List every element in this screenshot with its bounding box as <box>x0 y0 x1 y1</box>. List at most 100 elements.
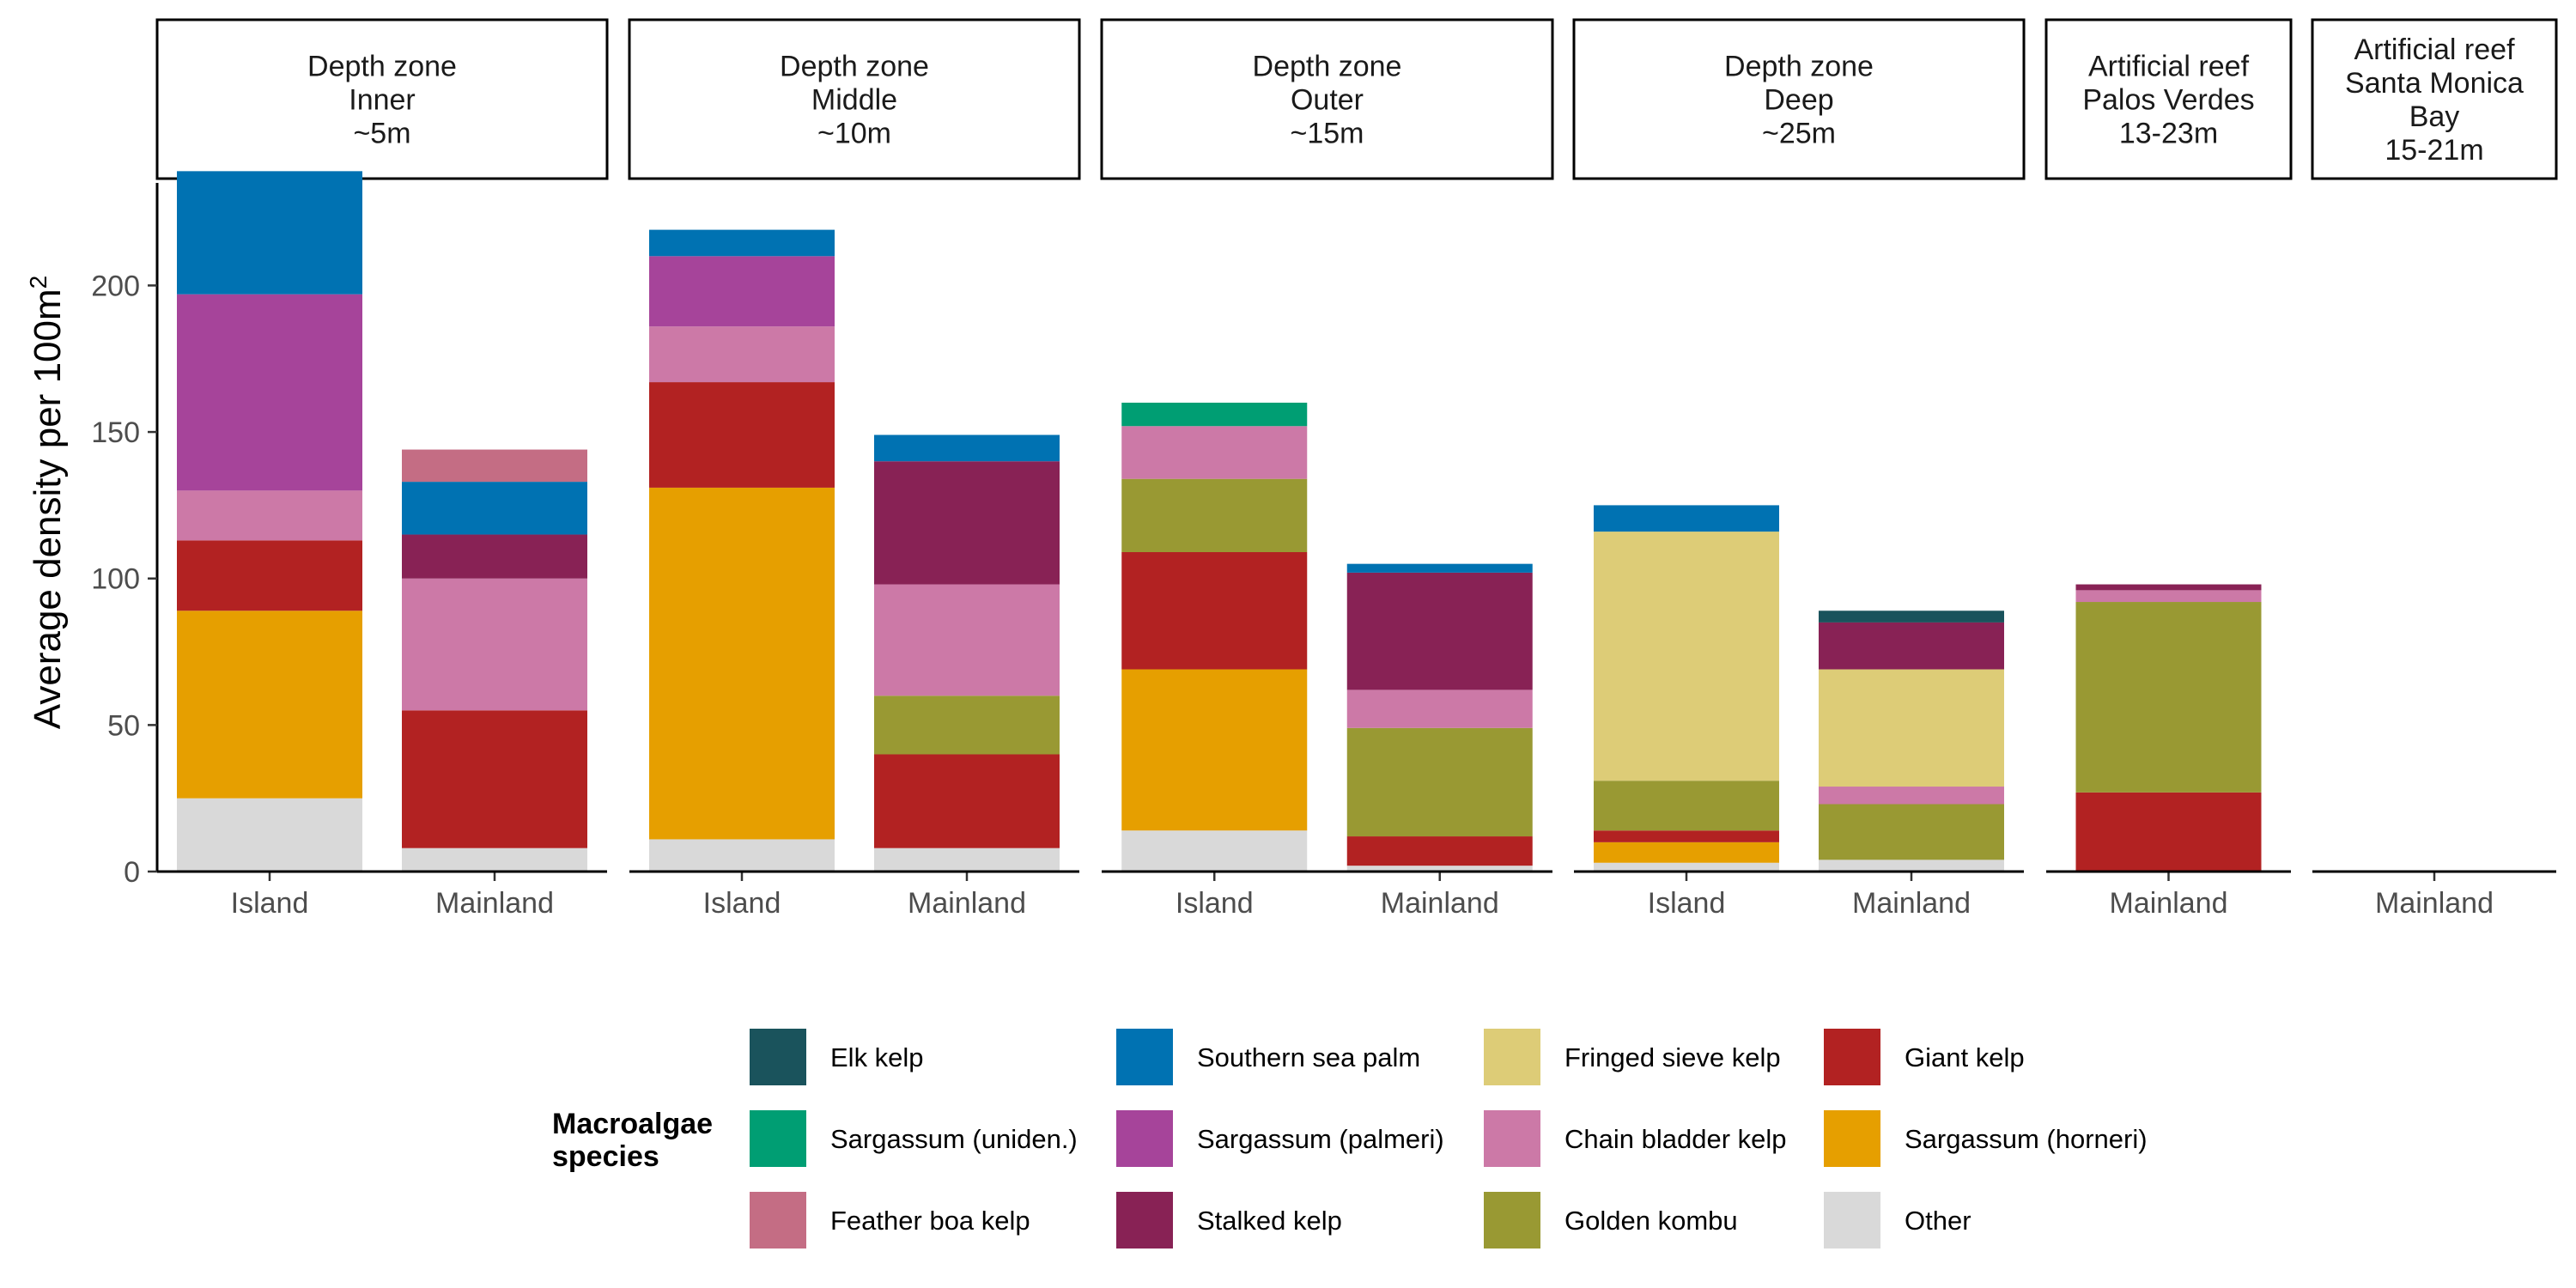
legend-label: Other <box>1905 1206 1971 1236</box>
bar-segment-golden-kombu <box>1819 804 2004 860</box>
bar-segment-other <box>1819 860 2004 872</box>
y-tick-label: 100 <box>91 563 140 596</box>
bar-segment-other <box>402 848 587 872</box>
legend-item-giant-kelp: Giant kelp <box>1824 1029 2025 1085</box>
legend-label: Elk kelp <box>830 1042 924 1072</box>
bar-segment-other <box>1594 862 1779 872</box>
facet-strip-label: Depth zone <box>1724 51 1874 83</box>
y-axis: 0 50 100 150 200 <box>91 183 159 889</box>
legend-label: Southern sea palm <box>1197 1042 1420 1072</box>
bar-segment-sargassum-horneri <box>1594 841 1779 863</box>
x-tick-label: Island <box>1176 887 1254 920</box>
legend-title-line2: species <box>552 1140 659 1173</box>
legend-swatch <box>750 1029 806 1085</box>
bar-segment-stalked-kelp <box>1346 572 1533 690</box>
bar-segment-fringed-sieve-kelp <box>1819 669 2004 787</box>
bar-segment-sargassum-palmeri <box>649 256 835 327</box>
legend-label: Fringed sieve kelp <box>1564 1042 1781 1072</box>
legend-swatch <box>1116 1110 1173 1167</box>
facet-strip-label: Artificial reef <box>2088 51 2250 83</box>
legend-item-other: Other <box>1824 1192 1971 1249</box>
x-tick-label: Mainland <box>2110 887 2228 920</box>
x-tick-label: Mainland <box>2375 887 2494 920</box>
x-tick-label: Mainland <box>908 887 1026 920</box>
facet-strip <box>155 18 609 180</box>
legend-label: Sargassum (uniden.) <box>830 1124 1078 1154</box>
legend-swatch <box>750 1192 806 1249</box>
legend: Macroalgae species Elk kelp Sargassum (un… <box>552 1029 2148 1249</box>
y-axis-title-superscript: 2 <box>25 276 52 289</box>
bar-segment-southern-sea-palm <box>874 434 1060 462</box>
facet-strip-label: Middle <box>811 84 897 117</box>
y-axis-title: Average density per 100m2 <box>25 276 69 729</box>
x-tick-label: Mainland <box>1381 887 1499 920</box>
facet-strip-label: Santa Monica <box>2345 67 2524 100</box>
facet-strip <box>1100 18 1554 180</box>
facet-strip-label: Artificial reef <box>2354 33 2515 66</box>
legend-label: Chain bladder kelp <box>1564 1124 1787 1154</box>
legend-label: Golden kombu <box>1564 1206 1738 1236</box>
y-tick-label: 0 <box>124 856 140 889</box>
svg-text:Average density per 100m2: Average density per 100m2 <box>25 276 69 729</box>
bar-segment-other <box>874 848 1060 872</box>
facet-strip-label: Outer <box>1291 84 1364 117</box>
x-tick-label: Mainland <box>1852 887 1971 920</box>
legend-swatch <box>1484 1110 1540 1167</box>
bar-segment-sargassum-palmeri <box>177 294 362 491</box>
bar-segment-stalked-kelp <box>1819 622 2004 670</box>
bar-segment-giant-kelp <box>874 754 1060 848</box>
legend-swatch <box>1824 1110 1880 1167</box>
bar-segment-giant-kelp <box>402 710 587 848</box>
legend-label: Sargassum (horneri) <box>1905 1124 2148 1154</box>
legend-item-feather-boa-kelp: Feather boa kelp <box>750 1192 1030 1249</box>
bar-segment-stalked-kelp <box>402 534 587 579</box>
bar-segment-giant-kelp <box>1594 830 1779 842</box>
facet-strip-label: Depth zone <box>307 51 457 83</box>
x-tick-label: Island <box>231 887 309 920</box>
facet-strip-label: ~15m <box>1291 118 1364 150</box>
bar-segment-other <box>177 798 362 872</box>
bar-segment-giant-kelp <box>649 382 835 488</box>
legend-item-golden-kombu: Golden kombu <box>1484 1192 1738 1249</box>
facet-strip-label: ~5m <box>353 118 410 150</box>
facet-strip-label: Depth zone <box>780 51 929 83</box>
facet-strip-label: Inner <box>349 84 416 117</box>
legend-label: Stalked kelp <box>1197 1206 1342 1236</box>
legend-label: Feather boa kelp <box>830 1206 1030 1236</box>
y-tick-label: 50 <box>107 709 140 742</box>
bar-segment-feather-boa-kelp <box>402 449 587 483</box>
facet-strip <box>2311 18 2558 180</box>
legend-item-fringed-sieve-kelp: Fringed sieve kelp <box>1484 1029 1781 1085</box>
bar-segment-elk-kelp <box>1819 611 2004 623</box>
bar-segment-giant-kelp <box>1121 552 1308 670</box>
bar-segment-fringed-sieve-kelp <box>1594 532 1779 781</box>
x-tick-label: Mainland <box>435 887 554 920</box>
facet-strip-label: Deep <box>1764 84 1833 117</box>
facet-strip <box>628 18 1081 180</box>
x-tick-label: Island <box>1648 887 1726 920</box>
bar-segment-sargassum-horneri <box>649 487 835 840</box>
legend-swatch <box>1824 1192 1880 1249</box>
legend-title-line1: Macroalgae <box>552 1108 713 1140</box>
bar-segment-golden-kombu <box>2075 602 2262 793</box>
bar-segment-stalked-kelp <box>2075 584 2262 591</box>
legend-swatch <box>750 1110 806 1167</box>
facet-strip <box>2044 18 2293 180</box>
bar-segment-other <box>649 839 835 872</box>
legend-item-southern-sea-palm: Southern sea palm <box>1116 1029 1420 1085</box>
facet-strip-label: 15-21m <box>2385 134 2483 167</box>
legend-swatch <box>1484 1029 1540 1085</box>
bar-segment-golden-kombu <box>1594 781 1779 831</box>
bar-segment-other <box>1346 866 1533 872</box>
legend-item-sargassum-palmeri: Sargassum (palmeri) <box>1116 1110 1444 1167</box>
facet-strip-label: ~10m <box>817 118 891 150</box>
legend-item-sargassum-horneri: Sargassum (horneri) <box>1824 1110 2148 1167</box>
